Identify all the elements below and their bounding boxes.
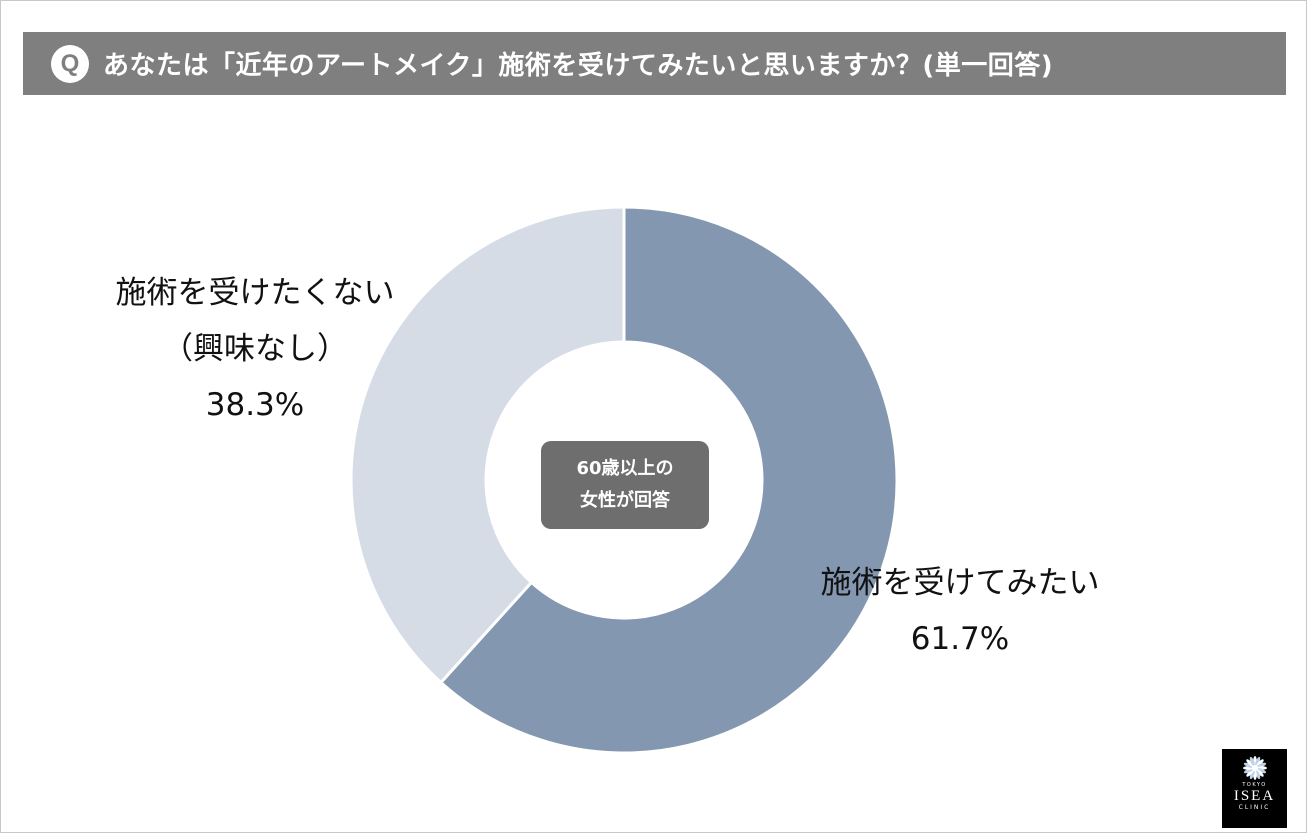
flower-petal: [1255, 769, 1264, 777]
label-not-interested-line2: （興味なし）: [162, 331, 348, 367]
donut-slice-2: [349, 205, 626, 685]
flower-petal: [1256, 768, 1266, 774]
donut-slice-1: [438, 205, 899, 755]
label-want-to-try-line1: 施術を受けてみたい: [820, 565, 1100, 601]
center-label-line2: 女性が回答: [580, 490, 670, 511]
label-want-to-try-value: 61.7%: [910, 621, 1010, 657]
flower-icon: [1242, 756, 1267, 780]
label-not-interested: 施術を受けたくない （興味なし） 38.3%: [60, 265, 450, 433]
center-label-line1: 60歳以上の: [576, 458, 674, 479]
question-badge: Q: [51, 44, 89, 83]
center-respondent-label: 60歳以上の 女性が回答: [541, 441, 709, 529]
flower-petal: [1255, 759, 1264, 767]
logo-name-text: ISEA: [1233, 788, 1276, 804]
flower-petal: [1245, 769, 1254, 777]
logo-tokyo-text: TOKYO: [1242, 782, 1267, 788]
question-bar: Q あなたは「近年のアートメイク」施術を受けてみたいと思いますか？(単一回答): [23, 32, 1286, 95]
logo-clinic-text: CLINIC: [1238, 804, 1271, 811]
flower-petal: [1249, 769, 1255, 780]
flower-petal: [1243, 762, 1253, 768]
label-not-interested-line1: 施術を受けたくない: [115, 275, 395, 311]
flower-petal: [1249, 756, 1255, 767]
flower-petal: [1245, 759, 1254, 767]
flower-petal: [1254, 756, 1260, 767]
flower-center: [1251, 765, 1258, 771]
isea-clinic-logo: TOKYO ISEA CLINIC: [1222, 749, 1287, 828]
label-not-interested-value: 38.3%: [205, 387, 305, 423]
label-want-to-try: 施術を受けてみたい 61.7%: [770, 555, 1150, 667]
question-text: あなたは「近年のアートメイク」施術を受けてみたいと思いますか？(単一回答): [103, 51, 1054, 81]
